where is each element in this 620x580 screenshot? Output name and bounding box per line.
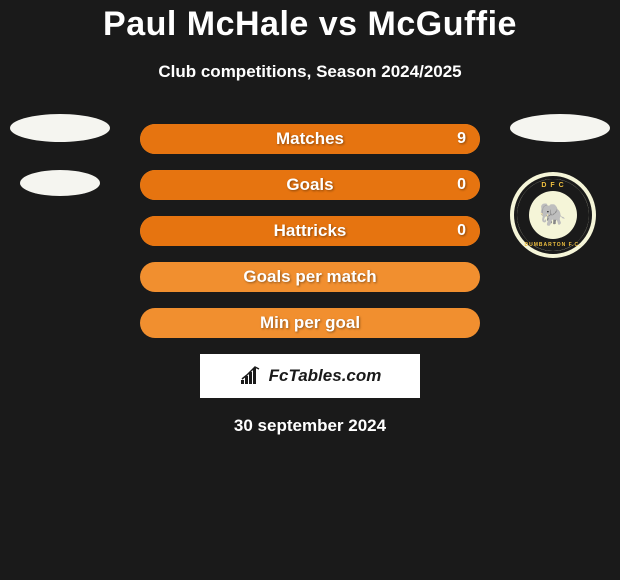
player2-avatar-placeholder (510, 114, 610, 142)
branding-box: FcTables.com (200, 354, 420, 398)
stat-label: Goals per match (243, 267, 376, 287)
stat-label: Min per goal (260, 313, 360, 333)
stat-value-right: 0 (457, 222, 466, 240)
stat-label: Goals (286, 175, 333, 195)
player1-avatar-placeholder (10, 114, 110, 142)
stat-value-right: 0 (457, 176, 466, 194)
stat-bar-matches: Matches 9 (140, 124, 480, 154)
chart-icon (239, 366, 263, 386)
stat-label: Hattricks (274, 221, 347, 241)
branding-text: FcTables.com (269, 366, 382, 386)
stat-value-right: 9 (457, 130, 466, 148)
player2-club-badge: D F C 🐘 DUMBARTON F.C. (510, 172, 596, 258)
club-badge-ring-inner: 🐘 (517, 179, 589, 251)
left-player-badges (10, 114, 110, 224)
page-title: Paul McHale vs McGuffie (0, 5, 620, 44)
date-text: 30 september 2024 (0, 416, 620, 436)
stat-bar-goals: Goals 0 (140, 170, 480, 200)
subtitle: Club competitions, Season 2024/2025 (0, 62, 620, 82)
stat-bars-container: Matches 9 Goals 0 Hattricks 0 Goals per … (140, 124, 480, 338)
club-badge-text-bottom: DUMBARTON F.C. (525, 242, 582, 248)
stat-bar-hattricks: Hattricks 0 (140, 216, 480, 246)
main-container: Paul McHale vs McGuffie Club competition… (0, 0, 620, 436)
right-player-badges: D F C 🐘 DUMBARTON F.C. (510, 114, 610, 258)
stat-bar-goals-per-match: Goals per match (140, 262, 480, 292)
stat-bar-min-per-goal: Min per goal (140, 308, 480, 338)
club-badge-center-icon: 🐘 (529, 191, 577, 239)
stats-area: D F C 🐘 DUMBARTON F.C. Matches 9 Goals (0, 124, 620, 338)
club-badge-ring-outer: D F C 🐘 DUMBARTON F.C. (514, 176, 592, 254)
player1-club-placeholder (20, 170, 100, 196)
stat-label: Matches (276, 129, 344, 149)
club-badge-text-top: D F C (541, 182, 564, 189)
